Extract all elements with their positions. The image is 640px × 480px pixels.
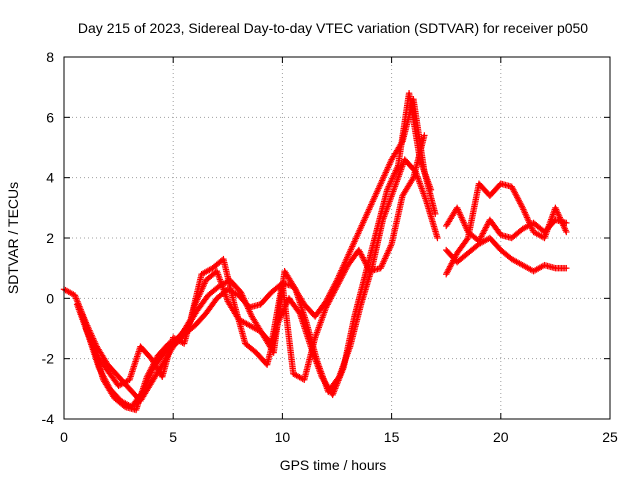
x-tick-label: 15 — [384, 429, 400, 445]
data-point-interp — [518, 203, 526, 210]
data-point — [563, 264, 570, 272]
grid — [64, 57, 610, 419]
data-point-interp — [291, 284, 298, 291]
y-tick-label: 6 — [46, 109, 54, 125]
data-point-interp — [463, 236, 471, 243]
y-tick-label: 2 — [46, 230, 54, 246]
data-point — [427, 186, 435, 193]
x-tick-label: 10 — [275, 429, 291, 445]
y-tick-label: 4 — [46, 170, 54, 186]
y-tick-label: 8 — [46, 49, 54, 65]
data-points — [60, 90, 570, 414]
y-tick-label: 0 — [46, 290, 54, 306]
plot-frame — [63, 56, 611, 420]
data-point — [434, 234, 441, 242]
chart-title: Day 215 of 2023, Sidereal Day-to-day VTE… — [78, 20, 588, 36]
axis-ticks: 0 5 10 15 20 25 -4 -2 0 2 4 6 8 — [42, 49, 618, 445]
y-tick-label: -4 — [42, 411, 55, 427]
y-axis-label: SDTVAR / TECUs — [5, 182, 21, 294]
x-axis-label: GPS time / hours — [280, 457, 387, 473]
x-tick-label: 20 — [493, 429, 509, 445]
x-tick-label: 25 — [602, 429, 618, 445]
data-point — [421, 132, 428, 139]
y-tick-label: -2 — [42, 351, 55, 367]
data-point — [563, 228, 570, 236]
x-tick-label: 5 — [169, 429, 177, 445]
data-point-interp — [409, 175, 416, 183]
x-tick-label: 0 — [60, 429, 68, 445]
